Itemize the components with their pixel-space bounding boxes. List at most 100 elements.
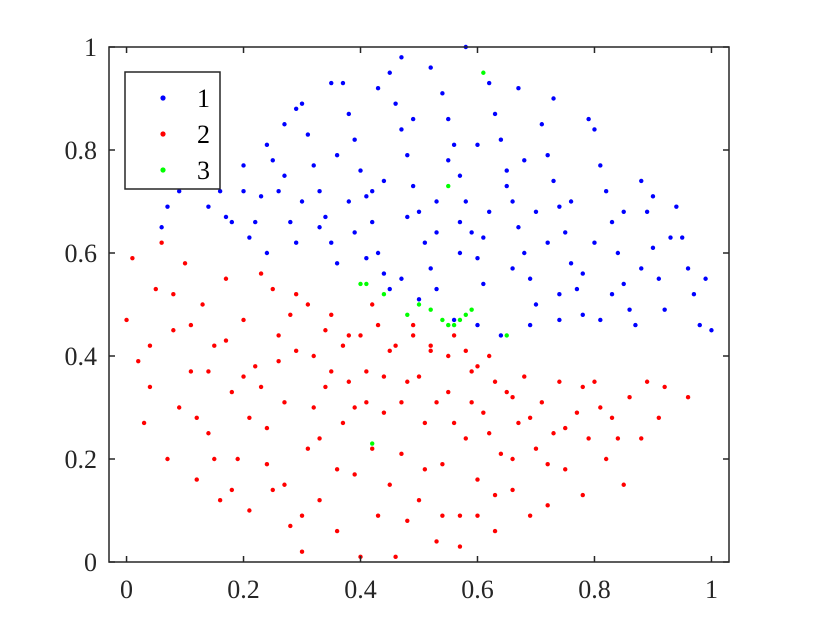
data-point-series-1 [621,209,626,214]
data-point-series-2 [253,364,258,369]
data-point-series-2 [381,410,387,415]
data-point-series-2 [159,240,164,245]
data-point-series-2 [422,467,428,472]
points-layer [124,44,714,560]
data-point-series-2 [557,379,562,384]
data-point-series-2 [393,343,398,348]
data-point-series-1 [405,152,410,158]
legend: 1 2 3 [124,71,221,190]
data-point-series-2 [188,369,194,374]
data-point-series-1 [317,189,322,194]
data-point-series-1 [639,266,644,271]
data-point-series-2 [299,549,305,554]
data-point-series-1 [311,163,316,168]
data-point-series-1 [522,250,527,256]
data-point-series-2 [370,302,375,307]
data-point-series-1 [223,214,229,220]
data-point-series-2 [153,286,158,292]
data-point-series-1 [691,292,697,297]
data-point-series-2 [241,374,246,379]
data-point-series-2 [463,436,468,441]
data-point-series-2 [387,482,392,487]
data-point-series-1 [387,286,392,292]
data-point-series-1 [656,276,662,281]
legend-marker-3 [160,167,166,173]
data-point-series-1 [498,333,504,338]
data-point-series-1 [334,152,340,158]
data-point-series-1 [258,194,264,199]
y-tick-label: 0.2 [65,445,98,474]
data-point-series-2 [533,446,539,451]
data-point-series-1 [329,80,334,86]
data-point-series-2 [428,343,433,348]
data-point-series-1 [176,189,182,194]
data-point-series-2 [200,302,205,307]
data-point-series-2 [235,456,240,462]
series-2 [124,240,691,560]
data-point-series-1 [264,250,270,256]
data-point-series-2 [293,348,299,354]
data-point-series-2 [323,328,328,333]
data-point-series-2 [346,333,352,338]
data-point-series-3 [364,281,369,287]
data-point-series-2 [656,415,662,420]
data-point-series-3 [446,322,451,328]
data-point-series-2 [340,420,346,426]
data-point-series-3 [370,441,375,446]
data-point-series-2 [387,348,392,354]
data-point-series-2 [212,456,217,462]
data-point-series-1 [206,204,211,209]
data-point-series-2 [545,503,550,508]
data-point-series-1 [446,158,451,163]
data-point-series-2 [393,554,398,560]
data-point-series-1 [568,199,574,204]
data-point-series-1 [440,91,445,96]
data-point-series-3 [457,317,463,323]
data-point-series-2 [165,456,170,462]
data-point-series-2 [399,400,404,405]
data-point-series-1 [299,101,305,106]
data-point-series-1 [586,116,591,122]
data-point-series-1 [305,132,311,137]
data-point-series-1 [416,297,422,302]
data-point-series-1 [486,209,492,214]
data-point-series-1 [346,199,352,204]
data-point-series-1 [428,65,433,70]
data-point-series-2 [434,539,439,544]
data-point-series-1 [293,240,299,245]
data-point-series-1 [293,106,299,112]
data-point-series-2 [264,425,270,431]
data-point-series-2 [627,395,632,400]
data-point-series-2 [451,333,457,338]
data-point-series-2 [311,405,316,410]
data-point-series-1 [323,214,328,220]
data-point-series-2 [381,374,387,379]
data-point-series-1 [241,189,246,194]
data-point-series-2 [276,358,281,364]
data-point-series-2 [212,343,217,348]
data-point-series-1 [446,116,451,122]
data-point-series-1 [492,111,498,117]
data-point-series-2 [247,415,252,420]
data-point-series-2 [229,389,235,395]
data-point-series-2 [574,410,580,415]
x-tick-label: 0.2 [227,575,260,604]
data-point-series-2 [305,446,311,451]
data-point-series-1 [516,225,521,230]
plot-frame [108,46,730,563]
data-point-series-2 [451,420,457,426]
x-tick-label: 0.4 [344,575,377,604]
data-point-series-2 [288,312,293,317]
data-point-series-2 [352,472,357,477]
data-point-series-2 [258,384,264,390]
data-point-series-2 [405,518,410,523]
data-point-series-1 [644,209,650,214]
data-point-series-2 [440,461,445,467]
data-point-series-1 [680,235,685,240]
data-point-series-2 [171,328,176,333]
data-point-series-1 [563,230,568,235]
data-point-series-2 [527,513,533,518]
data-point-series-2 [416,498,422,503]
data-point-series-2 [469,400,474,405]
data-point-series-2 [551,431,556,436]
